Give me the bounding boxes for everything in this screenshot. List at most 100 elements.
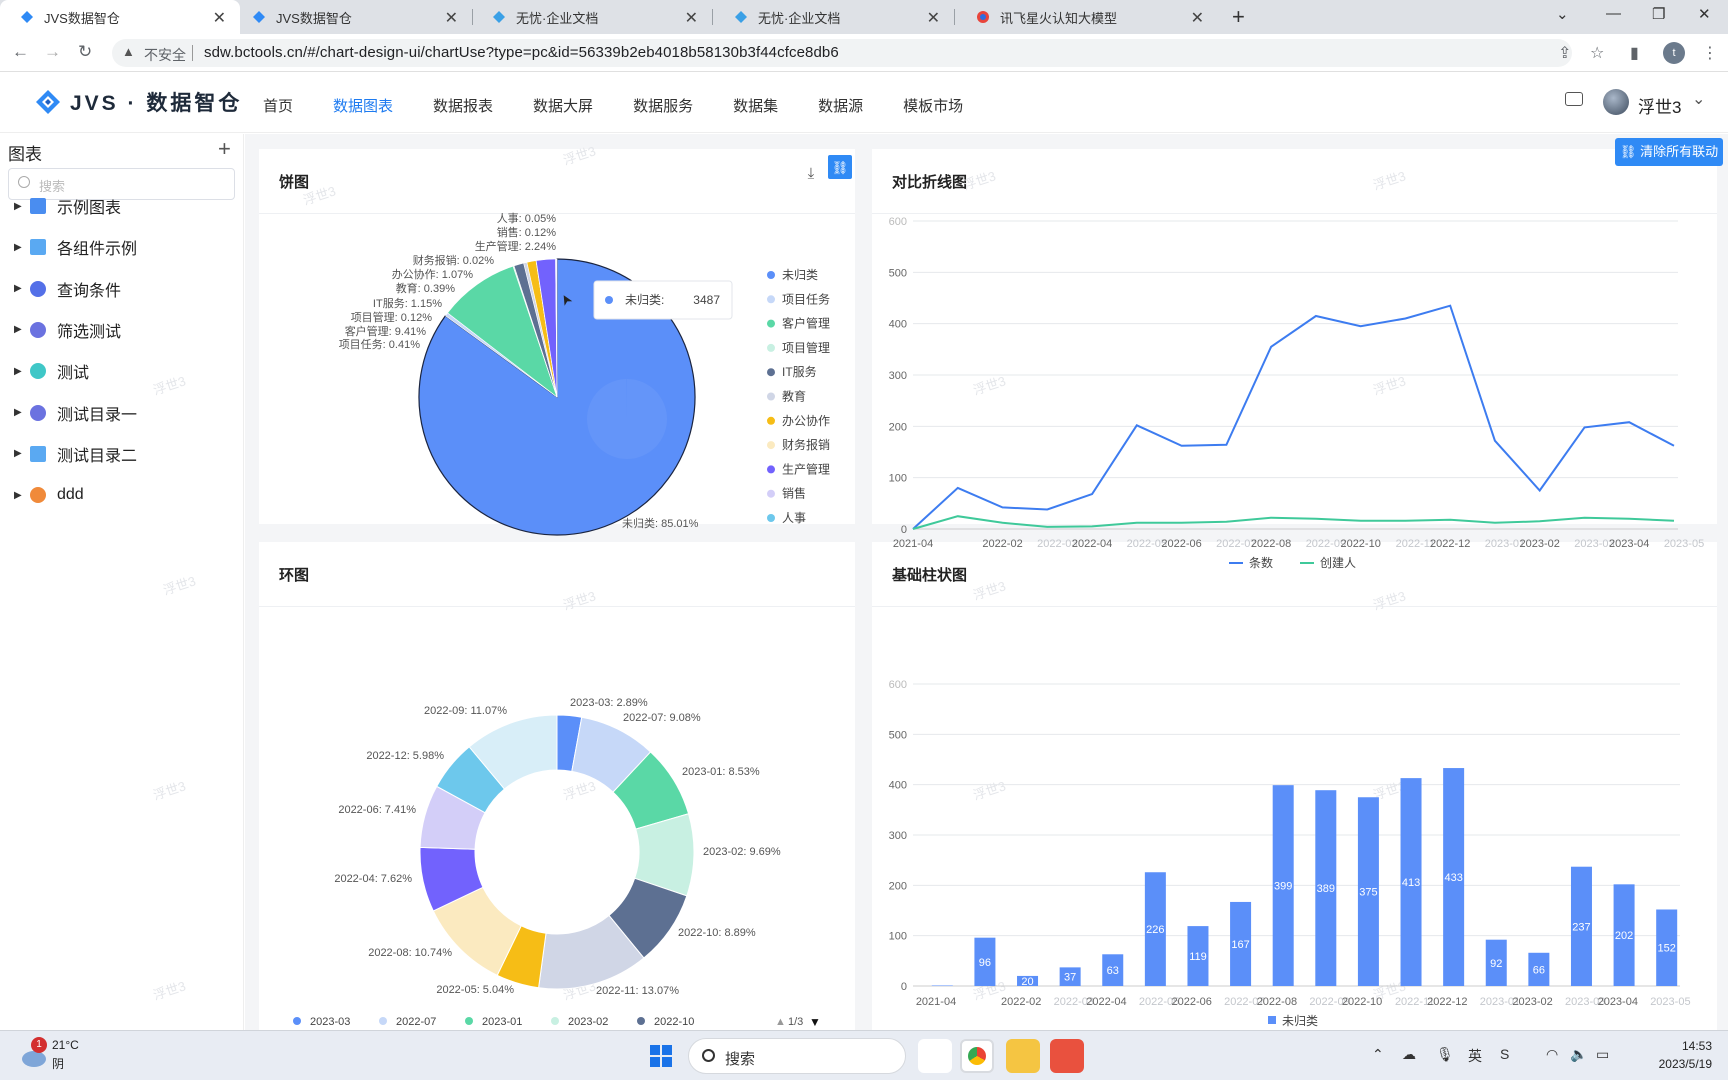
legend-marker[interactable] [293, 1017, 301, 1025]
legend-marker[interactable] [767, 465, 775, 474]
side-panel-icon[interactable]: ▮ [1630, 45, 1639, 62]
nav-data-service[interactable]: 数据服务 [633, 98, 694, 115]
sidebar-item[interactable]: ▶ 示例图表 [0, 188, 244, 224]
legend-marker[interactable] [767, 441, 775, 450]
legend-marker[interactable] [379, 1017, 387, 1025]
bookmark-star-icon[interactable]: ☆ [1590, 45, 1605, 62]
share-icon[interactable]: ⇪ [1558, 45, 1572, 62]
close-tab-icon[interactable]: ✕ [212, 10, 226, 27]
browser-tab[interactable]: 无忧·企业文档 ✕ [714, 0, 955, 34]
bar[interactable] [1059, 967, 1081, 986]
browser-tab[interactable]: JVS数据智仓 ✕ [0, 0, 240, 34]
bar[interactable] [1613, 884, 1635, 986]
onedrive-icon[interactable]: ☁ [1402, 1046, 1416, 1062]
bar[interactable] [1570, 866, 1592, 986]
user-name[interactable]: 浮世3 [1638, 98, 1682, 117]
close-tab-icon[interactable]: ✕ [1190, 10, 1204, 27]
caret-right-icon[interactable]: ▶ [14, 448, 22, 460]
nav-dataset[interactable]: 数据集 [733, 98, 779, 115]
legend-marker[interactable] [767, 343, 775, 352]
volume-icon[interactable]: 🔈 [1570, 1046, 1588, 1062]
nav-template-market[interactable]: 模板市场 [903, 98, 964, 115]
security-label[interactable]: 不安全 [144, 47, 186, 63]
back-icon[interactable]: ← [12, 42, 29, 61]
ime-label[interactable]: 英 [1468, 1048, 1482, 1064]
bar[interactable] [931, 985, 953, 986]
sidebar-item[interactable]: ▶ 查询条件 [0, 271, 244, 307]
legend-marker[interactable] [465, 1017, 473, 1025]
line-series[interactable] [912, 515, 1675, 530]
app-logo[interactable]: JVS · 数据智仓 [34, 87, 242, 117]
bar[interactable] [1443, 768, 1465, 986]
caret-right-icon[interactable]: ▶ [14, 283, 22, 295]
add-icon[interactable]: + [218, 136, 231, 161]
sidebar-item[interactable]: ▶ 筛选测试 [0, 312, 244, 348]
nav-datasource[interactable]: 数据源 [818, 98, 864, 115]
bar[interactable] [1400, 778, 1422, 986]
legend-marker[interactable] [767, 319, 775, 328]
weather-condition[interactable]: 阴 [52, 1057, 65, 1071]
legend-marker[interactable] [551, 1017, 559, 1025]
tab-search-icon[interactable]: ⌄ [1556, 6, 1569, 23]
new-tab-button[interactable]: + [1232, 4, 1245, 29]
url-text[interactable]: sdw.bctools.cn/#/chart-design-ui/chartUs… [204, 44, 839, 61]
bar[interactable] [1144, 872, 1166, 986]
browser-tab[interactable]: 无忧·企业文档 ✕ [472, 0, 713, 34]
browser-tab[interactable]: 讯飞星火认知大模型 ✕ [956, 0, 1218, 34]
legend-marker[interactable] [767, 514, 775, 522]
legend-marker[interactable] [767, 368, 775, 377]
cloud-icon[interactable] [20, 1037, 110, 1077]
bar[interactable] [1187, 926, 1209, 986]
bar[interactable] [1656, 909, 1678, 986]
minimize-icon[interactable]: — [1606, 5, 1621, 22]
sidebar-item[interactable]: ▶ 测试目录一 [0, 395, 244, 431]
caret-right-icon[interactable]: ▶ [14, 365, 22, 377]
wps-icon[interactable]: S [1500, 1046, 1510, 1062]
legend-marker[interactable] [767, 271, 775, 279]
donut-slice[interactable] [468, 714, 558, 790]
legend-marker[interactable] [767, 489, 775, 498]
nav-data-screen[interactable]: 数据大屏 [533, 98, 594, 115]
sidebar-search-input[interactable]: 搜索 [8, 168, 235, 200]
sidebar-item[interactable]: ▶ 测试 [0, 353, 244, 389]
nav-home[interactable]: 首页 [263, 98, 294, 115]
restore-icon[interactable]: ❐ [1652, 6, 1666, 23]
bar[interactable] [1528, 952, 1550, 986]
chevron-down-icon[interactable]: ⌄ [1692, 91, 1706, 108]
user-avatar[interactable] [1603, 89, 1629, 115]
weather-temp[interactable]: 21°C [52, 1038, 79, 1052]
bar[interactable] [1357, 797, 1379, 986]
forward-icon[interactable]: → [44, 42, 61, 61]
nav-data-reports[interactable]: 数据报表 [433, 98, 494, 115]
file-explorer-icon[interactable] [1006, 1039, 1040, 1073]
sidebar-item[interactable]: ▶ 各组件示例 [0, 229, 244, 265]
omnibox[interactable]: ▲ 不安全 sdw.bctools.cn/#/chart-design-ui/c… [112, 39, 1572, 67]
close-window-icon[interactable]: ✕ [1698, 6, 1711, 23]
legend-marker[interactable] [767, 416, 775, 425]
caret-right-icon[interactable]: ▶ [14, 407, 22, 418]
bar[interactable] [1230, 901, 1252, 986]
caret-right-icon[interactable]: ▶ [14, 324, 22, 336]
app-launcher-icon[interactable] [1050, 1039, 1084, 1073]
nav-data-charts[interactable]: 数据图表 [333, 98, 394, 115]
bar[interactable] [1102, 954, 1124, 986]
caret-right-icon[interactable]: ▶ [14, 241, 22, 253]
pie-slice[interactable] [447, 265, 558, 398]
bar[interactable] [1017, 975, 1039, 986]
battery-icon[interactable]: ▭ [1596, 1046, 1610, 1062]
wifi-icon[interactable]: ◠ [1546, 1046, 1559, 1062]
legend-marker[interactable] [637, 1017, 645, 1025]
clear-linkage-button[interactable]: ⛓ 清除所有联动 [1615, 138, 1723, 166]
bar[interactable] [1485, 939, 1507, 986]
browser-menu-icon[interactable]: ⋮ [1702, 45, 1718, 62]
bar[interactable] [1272, 785, 1294, 986]
taskbar-search-input[interactable]: 搜索 [688, 1038, 906, 1074]
close-tab-icon[interactable]: ✕ [926, 10, 940, 27]
windows-start-icon[interactable] [650, 1045, 672, 1067]
sidebar-item[interactable]: ▶ ddd [0, 477, 244, 513]
reload-icon[interactable]: ↻ [78, 42, 93, 61]
bar[interactable] [974, 937, 996, 986]
legend-marker[interactable] [1268, 1016, 1276, 1024]
message-icon[interactable] [1565, 92, 1583, 106]
legend-marker[interactable] [767, 392, 775, 401]
